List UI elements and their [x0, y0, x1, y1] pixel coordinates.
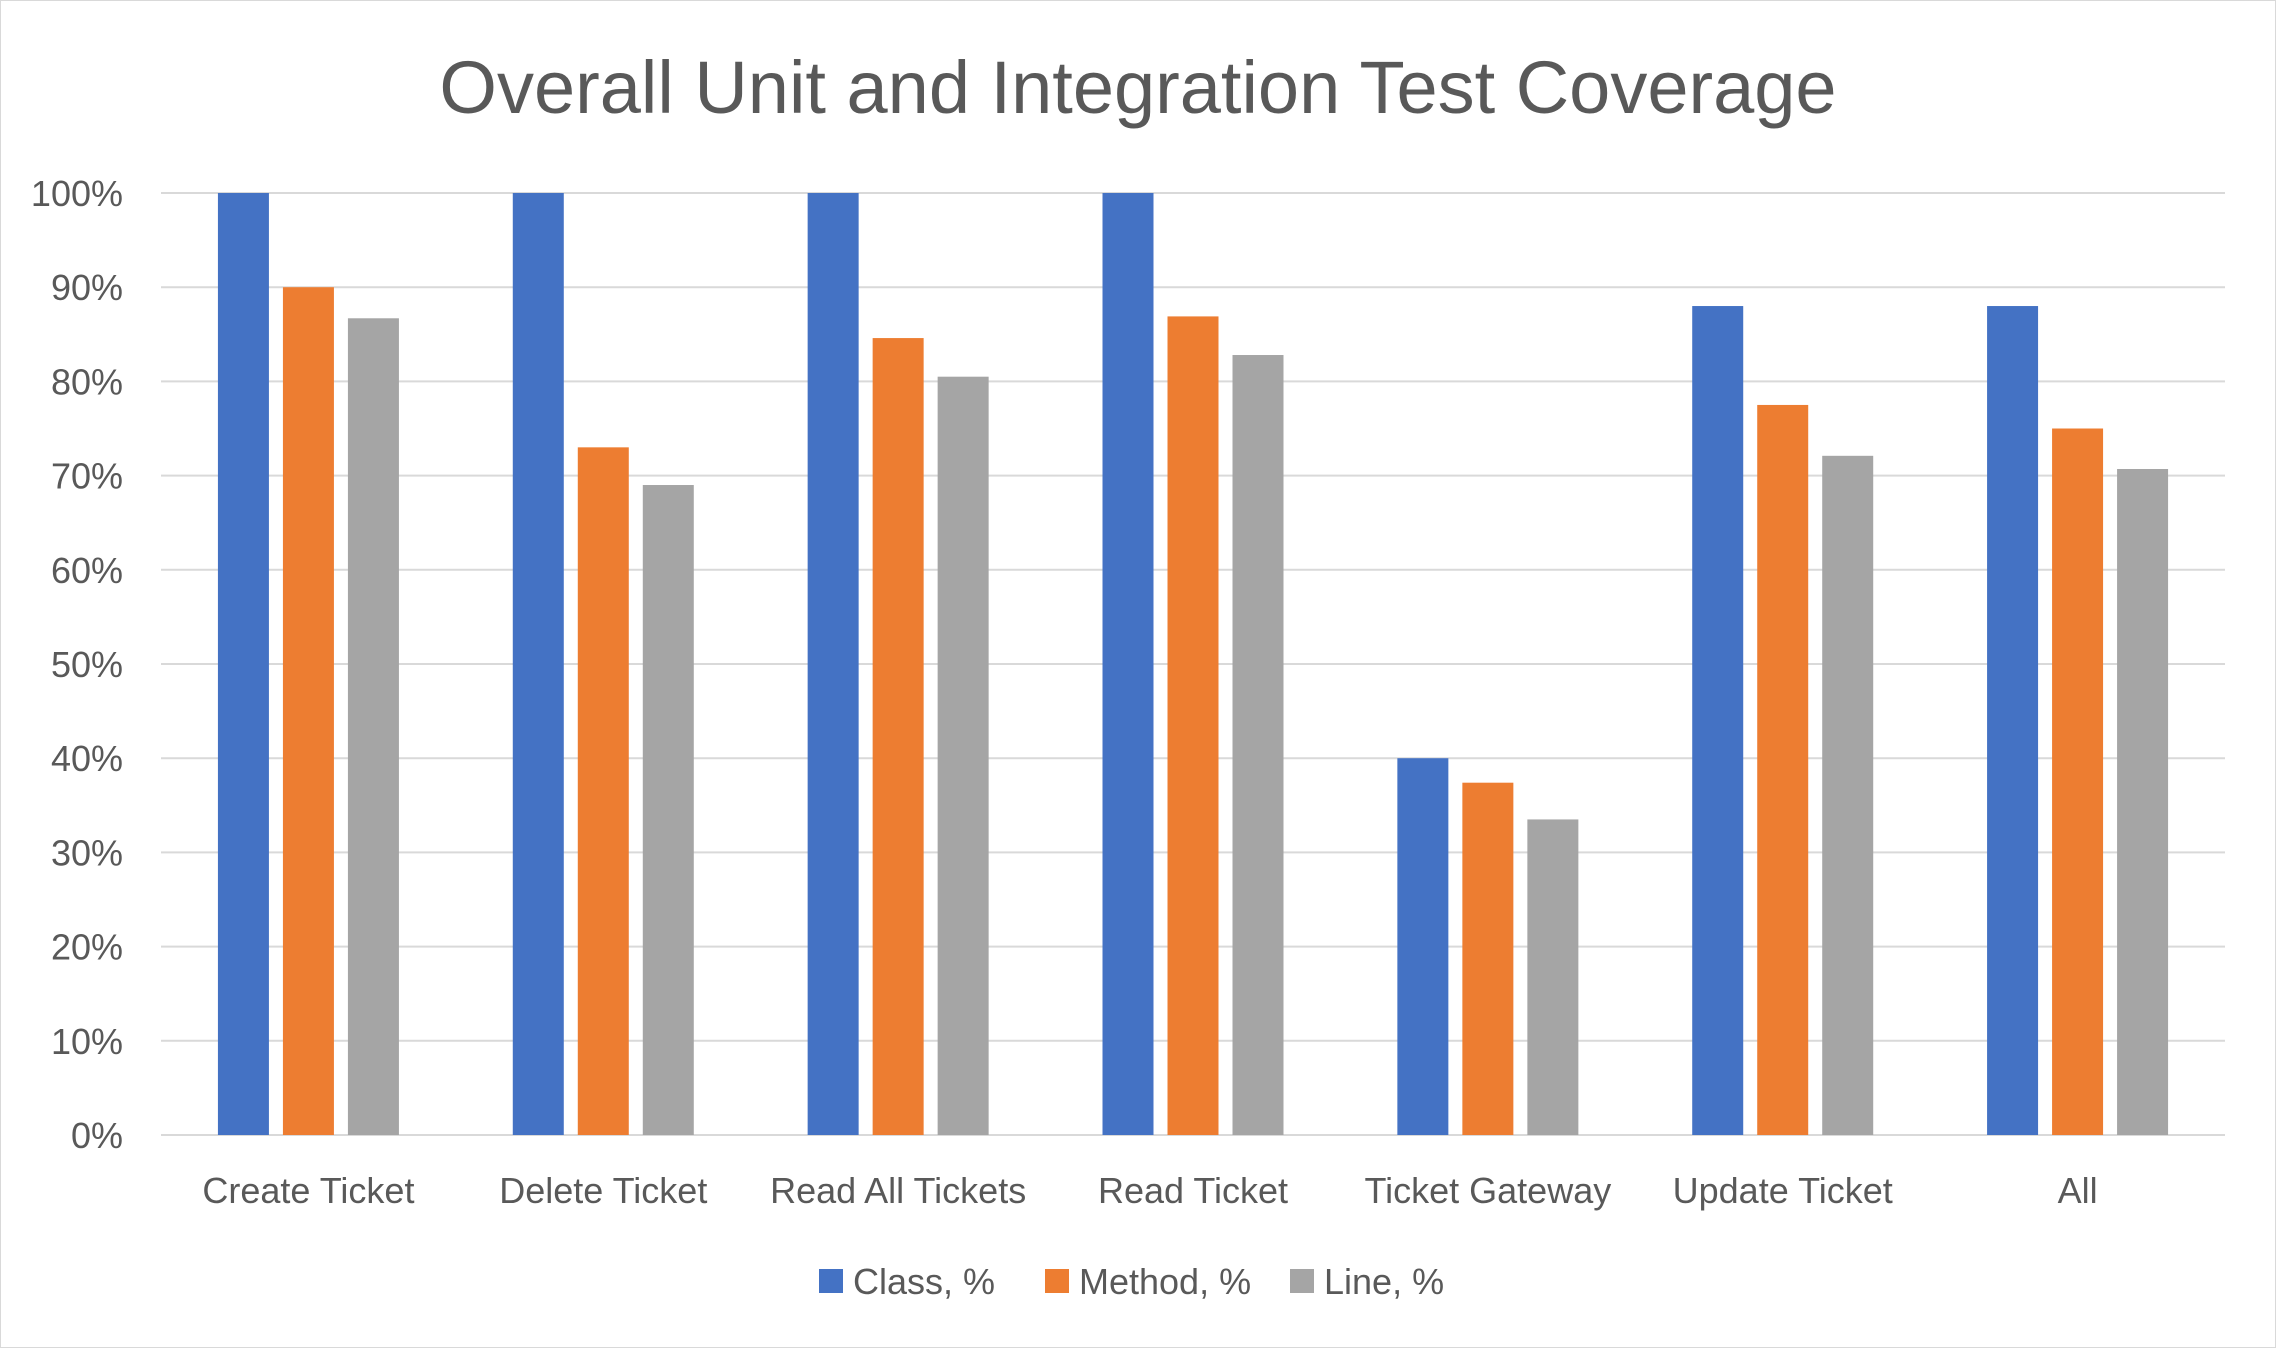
bar: [807, 193, 859, 1135]
y-tick-label: 70%: [51, 456, 123, 497]
bar: [1462, 782, 1514, 1135]
legend: Class, % Method, % Line, %: [819, 1261, 1444, 1302]
y-tick-label: 40%: [51, 738, 123, 779]
y-tick-label: 50%: [51, 644, 123, 685]
bar: [1232, 355, 1284, 1135]
bar: [1822, 455, 1874, 1135]
y-tick-label: 100%: [31, 173, 123, 214]
bar: [1757, 404, 1809, 1135]
x-tick-label: Update Ticket: [1673, 1170, 1893, 1211]
x-tick-label: Read Ticket: [1098, 1170, 1288, 1211]
bar: [1987, 306, 2039, 1135]
y-axis-tick-labels: 0% 10% 20% 30% 40% 50% 60% 70% 80% 90% 100%: [31, 173, 123, 1156]
legend-swatch: [1290, 1269, 1314, 1293]
bar: [1397, 758, 1449, 1135]
y-tick-label: 60%: [51, 550, 123, 591]
x-tick-label: Read All Tickets: [770, 1170, 1026, 1211]
x-tick-label: Ticket Gateway: [1364, 1170, 1611, 1211]
x-tick-label: All: [2058, 1170, 2098, 1211]
y-tick-label: 10%: [51, 1021, 123, 1062]
legend-item: Method, %: [1045, 1261, 1251, 1302]
bar: [1167, 316, 1219, 1136]
legend-swatch: [819, 1269, 843, 1293]
legend-item: Class, %: [819, 1261, 995, 1302]
legend-label: Line, %: [1324, 1261, 1444, 1302]
legend-label: Method, %: [1079, 1261, 1251, 1302]
bar: [2117, 469, 2169, 1136]
y-tick-label: 20%: [51, 927, 123, 968]
bar: [217, 193, 269, 1135]
bar: [642, 485, 694, 1135]
bar: [2052, 428, 2104, 1135]
y-tick-label: 80%: [51, 361, 123, 402]
y-tick-label: 0%: [71, 1115, 123, 1156]
legend-label: Class, %: [853, 1261, 995, 1302]
legend-item: Line, %: [1290, 1261, 1444, 1302]
x-axis-tick-labels: Create Ticket Delete Ticket Read All Ticke…: [202, 1170, 2097, 1211]
bar: [282, 287, 334, 1135]
x-tick-label: Delete Ticket: [499, 1170, 707, 1211]
x-tick-label: Create Ticket: [202, 1170, 414, 1211]
chart-title: Overall Unit and Integration Test Covera…: [439, 46, 1836, 129]
bar: [347, 318, 399, 1135]
bar: [1527, 819, 1579, 1135]
bar: [1692, 306, 1744, 1135]
y-tick-label: 30%: [51, 832, 123, 873]
bar: [512, 193, 564, 1135]
bar: [937, 376, 989, 1135]
bar: [872, 338, 924, 1135]
bar: [577, 447, 629, 1136]
bars: [217, 193, 2169, 1136]
legend-swatch: [1045, 1269, 1069, 1293]
y-tick-label: 90%: [51, 267, 123, 308]
bar: [1102, 193, 1154, 1135]
